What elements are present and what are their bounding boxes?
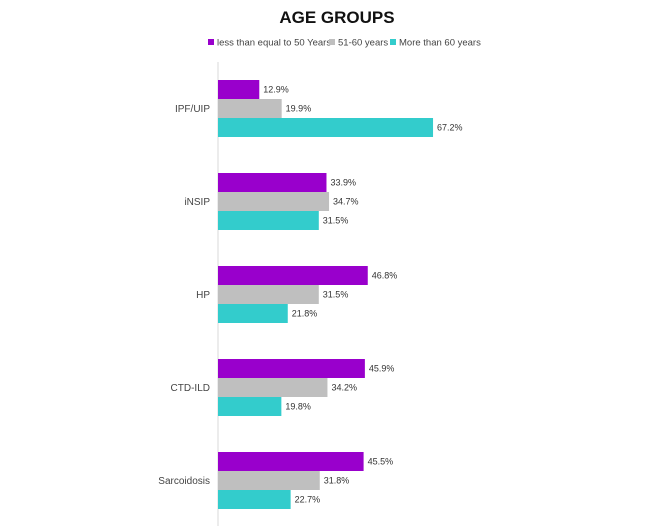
legend-swatch-series-0 — [208, 39, 214, 45]
legend: less than equal to 50 Years 51-60 years … — [208, 38, 481, 49]
data-label: 46.8% — [372, 271, 398, 281]
data-label: 67.2% — [437, 123, 463, 133]
bar — [218, 192, 330, 211]
data-label: 34.2% — [331, 383, 357, 393]
legend-item-series-2: More than 60 years — [390, 38, 481, 49]
bar — [218, 173, 327, 192]
category-label: CTD-ILD — [171, 383, 210, 394]
bar — [218, 266, 368, 285]
category-label: IPF/UIP — [175, 104, 210, 115]
data-label: 31.8% — [324, 476, 350, 486]
category-label: iNSIP — [184, 197, 210, 208]
chart-title: AGE GROUPS — [279, 8, 394, 27]
bar — [218, 452, 364, 471]
bar — [218, 211, 319, 230]
data-label: 19.9% — [286, 104, 312, 114]
bar — [218, 118, 434, 137]
bar — [218, 397, 282, 416]
legend-item-series-1: 51-60 years — [329, 38, 388, 49]
data-label: 31.5% — [323, 290, 349, 300]
bar — [218, 80, 260, 99]
data-label: 22.7% — [295, 495, 321, 505]
legend-label-series-0: less than equal to 50 Years — [217, 38, 331, 49]
bar — [218, 99, 282, 118]
legend-label-series-1: 51-60 years — [338, 38, 388, 49]
plot-area: IPF/UIP 12.9% 19.9% 67.2% iNSIP 33.9% 34.7% 31.… — [158, 80, 463, 509]
bar — [218, 378, 328, 397]
bar — [218, 285, 319, 304]
data-label: 31.5% — [323, 216, 349, 226]
data-label: 45.9% — [369, 364, 395, 374]
legend-label-series-2: More than 60 years — [399, 38, 481, 49]
data-label: 33.9% — [330, 178, 356, 188]
bar — [218, 490, 291, 509]
data-label: 19.8% — [285, 402, 311, 412]
bar — [218, 304, 288, 323]
bar — [218, 471, 320, 490]
data-label: 12.9% — [263, 85, 289, 95]
category-label: HP — [196, 290, 210, 301]
bar — [218, 359, 365, 378]
legend-swatch-series-2 — [390, 39, 396, 45]
data-label: 21.8% — [292, 309, 318, 319]
data-label: 34.7% — [333, 197, 359, 207]
legend-item-series-0: less than equal to 50 Years — [208, 38, 331, 49]
data-label: 45.5% — [368, 457, 394, 467]
category-label: Sarcoidosis — [158, 476, 210, 487]
legend-swatch-series-1 — [329, 39, 335, 45]
